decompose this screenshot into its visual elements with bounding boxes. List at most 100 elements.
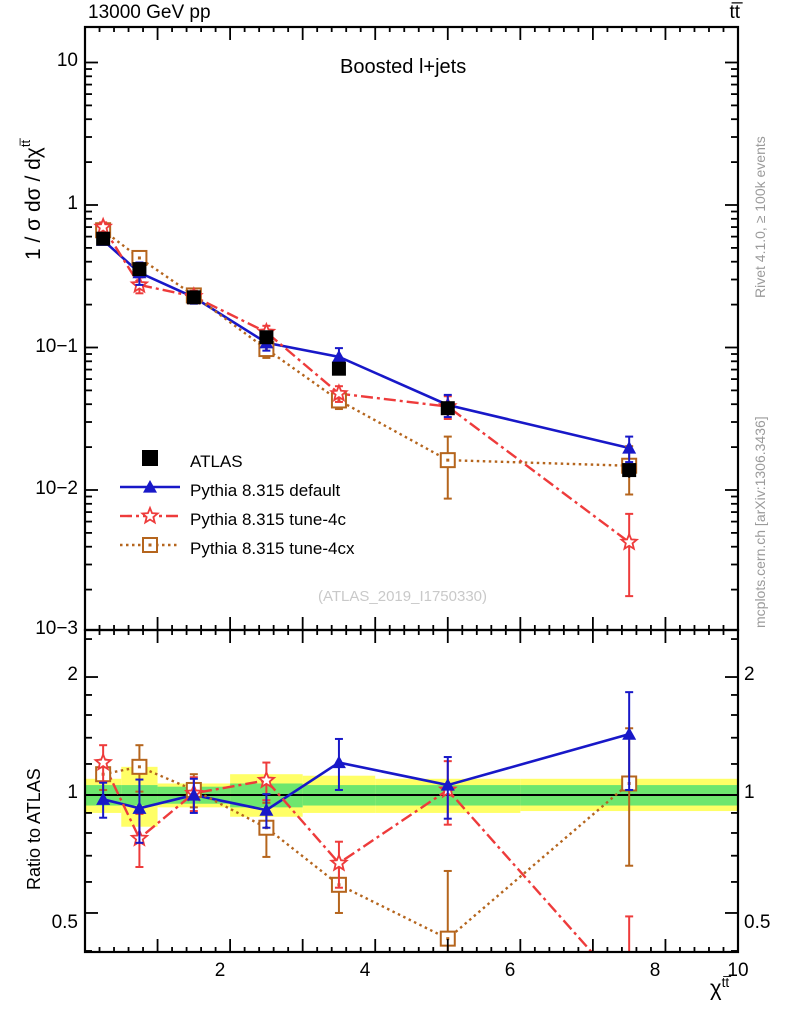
marker-star	[256, 769, 277, 789]
marker-square-open	[621, 457, 638, 474]
marker-square-open-dot	[192, 788, 196, 792]
xtick-6: 6	[504, 960, 516, 981]
marker-square-open-dot	[627, 781, 631, 785]
xaxis-label: χtt̅	[710, 975, 729, 1001]
marker-star	[437, 396, 458, 415]
xtick-10: 10	[727, 960, 749, 981]
axis-frames	[83, 25, 740, 954]
xtick-4: 4	[359, 960, 371, 981]
marker-square-open-dot	[101, 228, 105, 232]
marker-triangle	[331, 755, 346, 769]
marker-star	[256, 321, 277, 341]
ratio-band-inner	[157, 786, 231, 804]
marker-star	[93, 216, 114, 236]
marker-triangle	[440, 778, 455, 791]
marker-square-open-dot	[337, 883, 341, 887]
main-ytick-1e-3: 10−3	[2, 618, 78, 640]
marker-square-open	[142, 537, 158, 553]
mcplots-source-note: mcplots.cern.ch [arXiv:1306.3436]	[752, 416, 768, 628]
main-line-pythia-8.315-tune-4c	[102, 226, 630, 544]
marker-triangle	[259, 803, 274, 816]
marker-square-filled	[186, 290, 201, 305]
xaxis-label-text: χ	[710, 975, 722, 1001]
marker-square-open-dot	[264, 826, 268, 830]
marker-square-open	[95, 222, 112, 239]
main-ytick-1e-1: 10−1	[2, 336, 78, 358]
main-ylabel-sup: tt̅	[18, 139, 33, 148]
main-ylabel: 1 / σ dσ / dχtt̅	[18, 40, 46, 260]
marker-triangle	[186, 788, 201, 801]
main-ytick-1e-3-text: 10−3	[35, 618, 78, 639]
ratio-band-inner	[85, 785, 122, 806]
ratio-band-inner	[121, 785, 158, 806]
marker-square-open	[621, 775, 638, 792]
marker-triangle	[186, 290, 201, 303]
marker-star	[129, 274, 150, 294]
header-right-label: tt̅	[729, 2, 740, 23]
marker-star	[437, 779, 458, 799]
ratio-band-outer	[157, 783, 231, 808]
ratio-band-inner	[520, 785, 738, 806]
marker-triangle	[143, 480, 157, 493]
header-left-label: 13000 GeV pp	[88, 2, 211, 23]
marker-square-open	[330, 876, 347, 893]
xtick-8: 8	[649, 960, 661, 981]
marker-star	[329, 383, 349, 402]
marker-triangle	[440, 397, 455, 411]
marker-square-open-dot	[192, 293, 196, 297]
marker-triangle	[96, 792, 111, 805]
xtick-2: 2	[214, 960, 226, 981]
main-ytick-10: 10	[56, 50, 78, 71]
marker-square-open-dot	[264, 347, 268, 351]
main-ytick-1: 1	[67, 193, 78, 214]
ratio-line	[102, 765, 630, 941]
ratio-ytick-1: 1	[67, 782, 78, 803]
main-ytick-1e-2-text: 10−2	[35, 478, 78, 499]
marker-triangle	[96, 233, 111, 246]
ratio-band-inner	[302, 785, 376, 806]
marker-square-open-dot	[446, 937, 450, 941]
ratio-band-outer	[302, 775, 376, 813]
marker-triangle	[622, 441, 637, 454]
marker-star	[183, 782, 204, 802]
ratio-ytick-right-05: 0.5	[744, 912, 771, 933]
marker-triangle	[259, 335, 274, 349]
ratio-frame	[83, 628, 740, 954]
ratio-ytick-right-1: 1	[744, 782, 755, 803]
ratio-band-outer	[85, 778, 122, 813]
marker-square-open	[185, 287, 202, 304]
legend-label-default: Pythia 8.315 default	[190, 481, 341, 500]
marker-star	[93, 752, 114, 771]
ratio-line	[102, 732, 630, 812]
marker-square-open	[131, 758, 148, 775]
marker-star	[619, 531, 640, 551]
ratio-band-outer	[230, 774, 303, 817]
marker-square-open-dot	[137, 765, 141, 769]
marker-square-open	[439, 930, 456, 947]
marker-square-open-dot	[148, 543, 152, 547]
marker-triangle	[331, 349, 346, 363]
legend-label-tune4cx: Pythia 8.315 tune-4cx	[190, 539, 355, 558]
marker-star	[329, 852, 349, 872]
marker-square-open	[330, 392, 347, 409]
marker-square-filled	[132, 262, 147, 277]
legend-label-tune4c: Pythia 8.315 tune-4c	[190, 510, 346, 529]
marker-square-open	[439, 452, 456, 469]
marker-square-filled	[331, 361, 346, 376]
marker-square-filled	[96, 231, 111, 246]
main-frame	[83, 25, 740, 632]
ratio-panel	[85, 691, 738, 953]
marker-square-open	[185, 781, 202, 798]
main-ytick-1e-2: 10−2	[2, 478, 78, 500]
marker-star	[129, 827, 150, 847]
marker-square-open-dot	[446, 458, 450, 462]
main-line-pythia-8.315-tune-4cx	[102, 229, 630, 467]
panel-title: Boosted l+jets	[340, 56, 467, 78]
marker-square-open	[258, 819, 275, 836]
marker-square-open	[131, 249, 148, 266]
legend-label-atlas: ATLAS	[190, 452, 243, 471]
marker-triangle	[132, 265, 147, 279]
main-ytick-1e-1-text: 10−1	[35, 336, 78, 357]
